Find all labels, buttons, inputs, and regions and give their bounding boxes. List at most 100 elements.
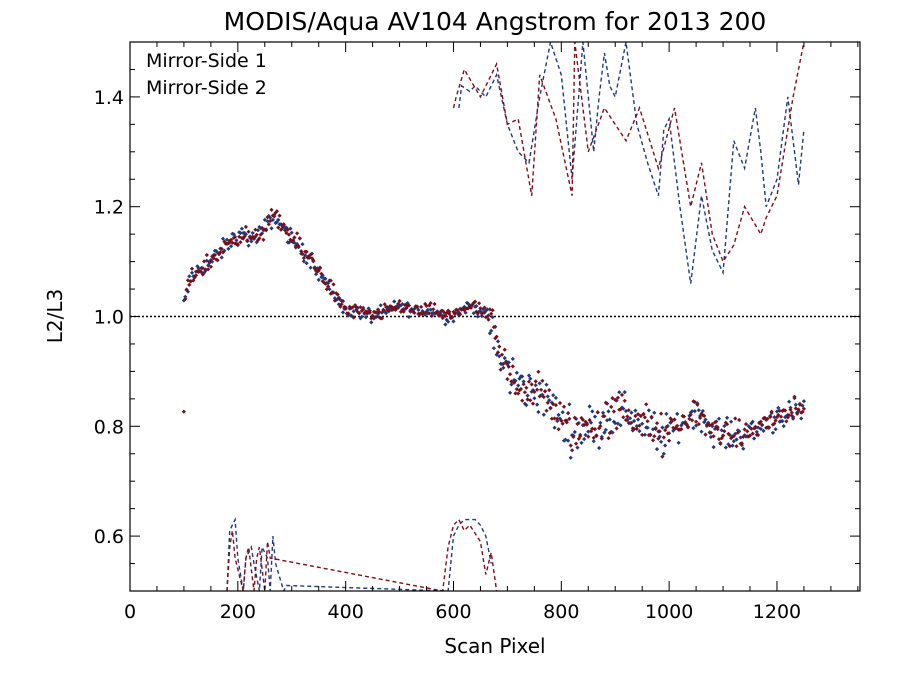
scatter-point-ms2 <box>692 399 697 405</box>
scatter-point-ms2 <box>502 347 507 352</box>
scatter-point-ms2 <box>336 295 341 300</box>
scatter-point-ms1 <box>229 244 234 249</box>
scatter-point-ms2 <box>582 422 587 428</box>
scatter-point-ms2 <box>556 427 561 432</box>
scatter-point-ms2 <box>634 426 639 431</box>
scatter-point-ms2 <box>354 305 359 310</box>
scatter-point-ms1 <box>544 382 549 387</box>
scatter-point-ms2 <box>330 290 335 295</box>
scatter-point-ms2 <box>493 336 498 341</box>
scatter-point-ms2 <box>664 425 669 430</box>
chart-title: MODIS/Aqua AV104 Angstrom for 2013 200 <box>224 7 767 36</box>
scatter-point-ms1 <box>661 451 666 456</box>
scatter-point-ms1 <box>630 428 635 433</box>
scatter-point-ms1 <box>474 304 479 309</box>
scatter-point-ms2 <box>278 227 284 232</box>
scatter-point-ms1 <box>428 307 433 312</box>
scatter-point-ms2 <box>591 435 596 440</box>
scatter-point-ms1 <box>588 420 594 425</box>
scatter-point-ms2 <box>613 397 618 402</box>
scatter-point-ms1 <box>722 423 727 429</box>
scatter-point-ms2 <box>266 222 271 227</box>
scatter-point-ms2 <box>504 360 509 365</box>
scatter-point-ms1 <box>239 226 244 231</box>
scatter-point-ms2 <box>667 438 672 443</box>
scatter-point-ms2 <box>603 400 608 405</box>
scatter-point-ms1 <box>703 417 708 422</box>
scatter-point-ms2 <box>792 394 797 399</box>
scatter-point-ms2 <box>322 280 327 285</box>
scatter-point-ms1 <box>246 243 251 248</box>
scatter-point-ms2 <box>548 405 553 410</box>
scatter-point-ms1 <box>284 225 289 230</box>
scatter-point-ms2 <box>458 312 463 317</box>
scatter-point-ms1 <box>637 429 642 434</box>
scatter-point-ms2 <box>615 395 620 400</box>
scatter-point-ms1 <box>443 322 448 327</box>
scatter-point-ms2 <box>741 434 746 439</box>
scatter-point-ms2 <box>359 308 364 313</box>
scatter-point-ms1 <box>257 224 262 230</box>
scatter-point-ms1 <box>716 416 722 421</box>
scatter-point-ms2 <box>281 222 286 227</box>
scatter-point-ms2 <box>291 238 296 243</box>
scatter-point-ms2 <box>745 429 750 434</box>
scatter-point-ms2 <box>702 413 707 418</box>
scatter-point-ms2 <box>357 311 362 316</box>
x-tick-label: 0 <box>124 601 136 623</box>
scatter-point-ms1 <box>676 440 681 445</box>
scatter-point-ms2 <box>595 410 600 415</box>
scatter-point-ms2 <box>385 307 390 312</box>
scatter-point-ms2 <box>793 406 798 411</box>
scatter-point-ms2 <box>501 361 506 366</box>
scatter-point-ms2 <box>293 243 298 249</box>
scatter-point-ms2 <box>553 403 558 408</box>
scatter-point-ms2 <box>251 235 257 240</box>
scatter-point-ms2 <box>494 334 499 339</box>
scatter-point-ms2 <box>238 240 243 245</box>
scatter-point-ms1 <box>746 424 751 429</box>
scatter-point-ms1 <box>551 393 556 398</box>
x-tick-label: 1200 <box>753 601 801 623</box>
scatter-point-ms1 <box>557 416 563 421</box>
scatter-point-ms2 <box>768 414 773 419</box>
scatter-point-ms2 <box>621 415 626 420</box>
scatter-point-ms2 <box>633 413 638 419</box>
scatter-point-ms2 <box>641 412 646 417</box>
scatter-point-ms1 <box>731 439 736 444</box>
scatter-point-ms2 <box>661 435 666 440</box>
scatter-point-ms2 <box>769 409 774 414</box>
scatter-point-ms2 <box>687 416 692 421</box>
scatter-point-ms1 <box>423 312 428 317</box>
scatter-point-ms1 <box>269 226 274 231</box>
scatter-point-ms2 <box>572 415 577 420</box>
scatter-point-ms1 <box>471 311 476 316</box>
scatter-point-ms2 <box>260 225 265 231</box>
scatter-point-ms2 <box>435 310 440 315</box>
scatter-point-ms2 <box>231 235 236 240</box>
scatter-point-ms1 <box>758 426 763 431</box>
scatter-point-ms1 <box>737 429 742 434</box>
scatter-point-ms1 <box>535 402 540 407</box>
scatter-point-ms2 <box>726 431 731 436</box>
x-tick-label: 1000 <box>645 601 693 623</box>
y-tick-label: 1.4 <box>94 87 124 109</box>
scatter-point-ms1 <box>481 307 486 312</box>
scatter-point-ms1 <box>553 395 558 400</box>
scatter-point-ms1 <box>466 301 471 306</box>
scatter-point-ms2 <box>660 454 665 459</box>
scatter-point-ms2 <box>772 421 777 426</box>
scatter-point-ms2 <box>525 397 530 402</box>
scatter-point-ms1 <box>587 404 592 409</box>
scatter-point-ms2 <box>656 436 661 441</box>
scatter-point-ms1 <box>187 274 192 279</box>
scatter-point-ms1 <box>315 266 320 271</box>
scatter-point-ms1 <box>255 228 261 233</box>
scatter-point-ms1 <box>308 265 313 270</box>
scatter-point-ms2 <box>597 426 602 431</box>
scatter-point-ms2 <box>442 310 447 315</box>
legend-mirror-side-1: Mirror-Side 1 <box>146 50 267 72</box>
scatter-point-ms1 <box>301 259 306 264</box>
scatter-point-ms1 <box>621 406 626 411</box>
scatter-point-ms1 <box>508 390 513 395</box>
